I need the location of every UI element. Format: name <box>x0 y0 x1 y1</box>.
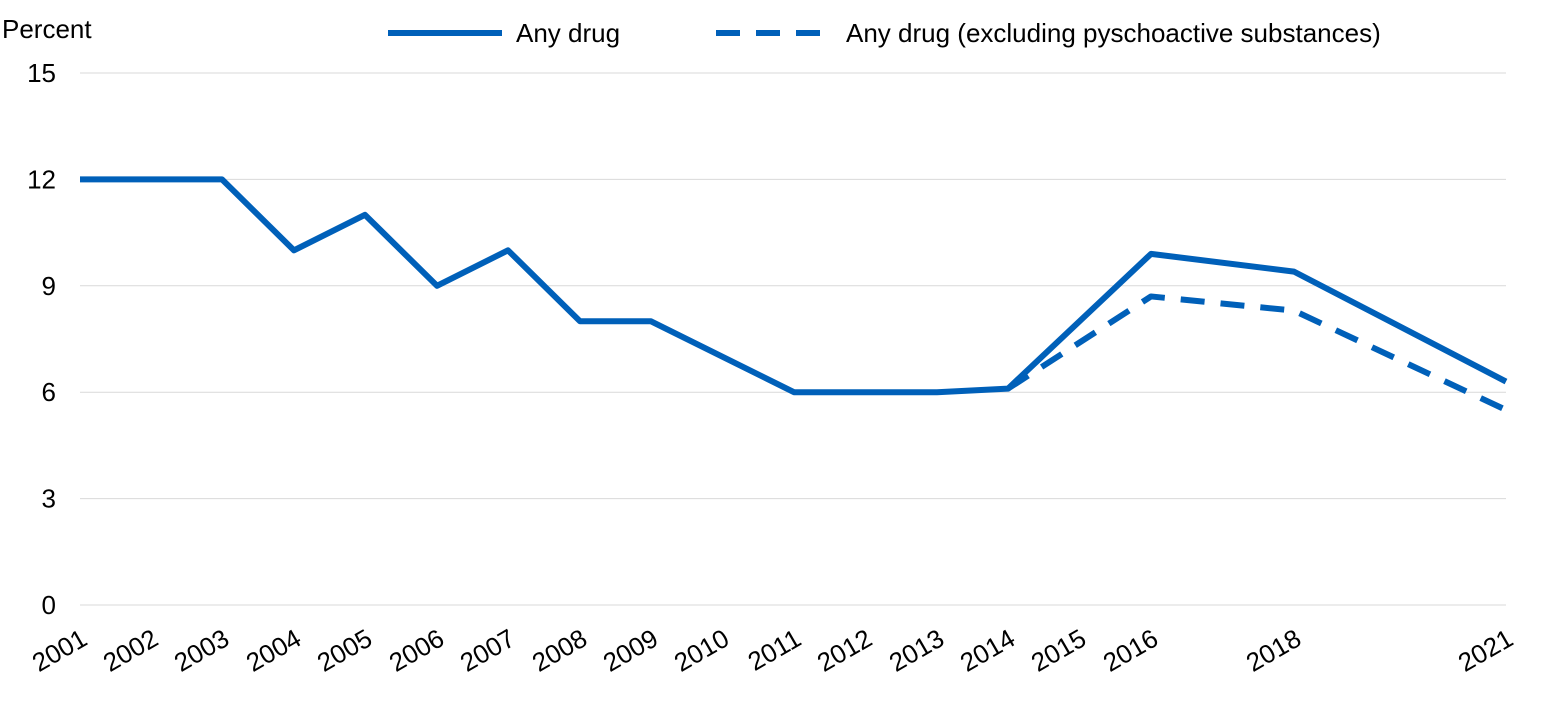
series-line-any-drug <box>80 176 1508 396</box>
x-tick-label: 2008 <box>527 623 592 678</box>
data-point <box>648 318 654 324</box>
legend-label: Any drug (excluding pyschoactive substan… <box>846 18 1381 48</box>
series-lines <box>77 176 1509 413</box>
x-tick-label: 2011 <box>743 623 806 677</box>
data-point <box>862 389 868 395</box>
x-tick-label: 2007 <box>455 623 520 678</box>
data-point <box>1503 379 1509 385</box>
x-tick-label: 2013 <box>884 623 949 678</box>
x-axis-ticks: 2001 2002 2003 2004 2005 2006 2007 2008 2009 2010… <box>27 623 1518 678</box>
x-tick-label: 2015 <box>1026 623 1091 678</box>
x-tick-label: 2016 <box>1098 623 1163 678</box>
y-tick-label: 6 <box>42 377 56 407</box>
legend-item-any-drug: Any drug <box>388 18 620 48</box>
data-point <box>291 247 297 253</box>
data-point <box>219 176 225 182</box>
data-point <box>1291 269 1297 275</box>
y-axis-label: Percent <box>2 14 92 44</box>
data-point <box>1005 386 1011 392</box>
data-point <box>362 212 368 218</box>
data-point <box>505 247 511 253</box>
y-tick-label: 3 <box>42 484 56 514</box>
x-tick-label: 2003 <box>169 623 234 678</box>
data-point <box>934 389 940 395</box>
x-tick-label: 2012 <box>812 623 877 678</box>
data-point <box>1148 293 1154 299</box>
x-tick-label: 2014 <box>955 623 1020 678</box>
data-point <box>77 176 83 182</box>
data-point <box>1503 407 1509 413</box>
x-tick-label: 2001 <box>27 623 92 678</box>
data-point <box>1291 308 1297 314</box>
x-tick-label: 2010 <box>669 623 734 678</box>
data-point <box>577 318 583 324</box>
x-tick-label: 2006 <box>384 623 449 678</box>
x-tick-label: 2018 <box>1241 623 1306 678</box>
data-point <box>434 283 440 289</box>
x-tick-label: 2021 <box>1453 623 1518 678</box>
x-tick-label: 2005 <box>312 623 377 678</box>
gridlines <box>80 72 1506 606</box>
y-tick-label: 0 <box>42 590 56 620</box>
x-tick-label: 2009 <box>598 623 663 678</box>
y-tick-label: 15 <box>27 58 56 88</box>
y-tick-label: 9 <box>42 271 56 301</box>
series-line-any-drug-excluding <box>1006 293 1508 413</box>
legend-label: Any drug <box>516 18 620 48</box>
y-axis-ticks: 0 3 6 9 12 15 <box>27 58 56 620</box>
x-tick-label: 2004 <box>241 623 306 678</box>
x-tick-label: 2002 <box>98 623 163 678</box>
legend-item-any-drug-excluding: Any drug (excluding pyschoactive substan… <box>716 18 1381 48</box>
legend: Any drug Any drug (excluding pyschoactiv… <box>388 18 1381 48</box>
y-tick-label: 12 <box>27 164 56 194</box>
data-point <box>1148 251 1154 257</box>
data-point <box>791 389 797 395</box>
